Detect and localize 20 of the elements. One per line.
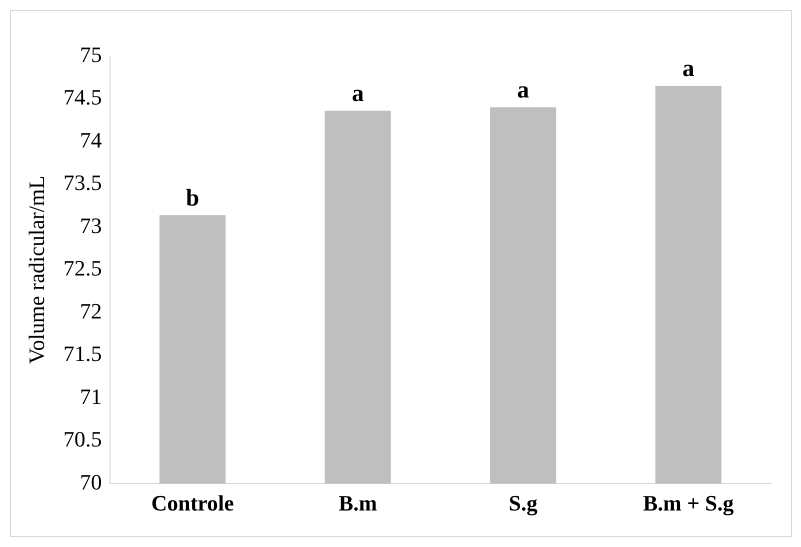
x-tick-label: B.m + S.g [642,490,734,516]
y-axis-title: Volume radicular/mL [24,176,49,364]
y-tick-label: 70.5 [63,426,102,452]
x-tick-label: B.m [338,490,378,516]
y-tick-label: 72 [80,298,102,324]
y-tick-label: 74.5 [63,84,102,110]
annotation: a [682,56,694,82]
x-tick-label: Controle [151,490,234,516]
y-tick-label: 73 [80,212,102,238]
y-tick-label: 73.5 [63,170,102,196]
y-tick-label: 71.5 [63,341,102,366]
y-tick-label: 70 [80,469,102,494]
annotation: a [517,78,530,104]
y-tick-label: 74 [80,127,102,152]
y-tick-label: 72.5 [63,256,102,281]
y-tick-label: 71 [80,384,102,409]
y-tick-label: 75 [80,42,102,67]
annotation: b [186,185,200,212]
x-tick-label: S.g [508,490,538,516]
annotation: a [352,80,364,107]
